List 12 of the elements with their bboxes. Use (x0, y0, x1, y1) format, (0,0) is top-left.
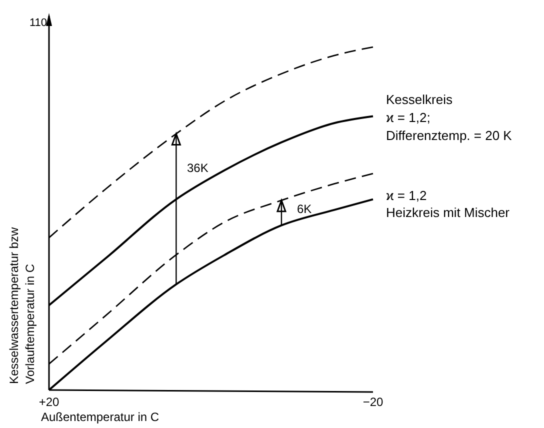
text: ϰ = 1,2 (386, 188, 427, 203)
text: ϰ = 1,2; (386, 110, 430, 125)
x-tick-label: +20 (38, 395, 60, 409)
x-tick-label: −20 (362, 395, 384, 409)
text: Differenztemp. = 20 K (386, 128, 512, 143)
annotation: 36K (187, 161, 208, 175)
y-axis-title: Kesselwassertemperatur bzw Vorlauftemperatur in C (7, 226, 37, 384)
text: Kesselkreis (386, 92, 453, 107)
x-axis-title: Außentemperatur in C (41, 410, 160, 424)
text: Heizkreis mit Mischer (386, 205, 510, 220)
text: 110 (29, 17, 47, 29)
annotation: 6K (297, 202, 312, 216)
